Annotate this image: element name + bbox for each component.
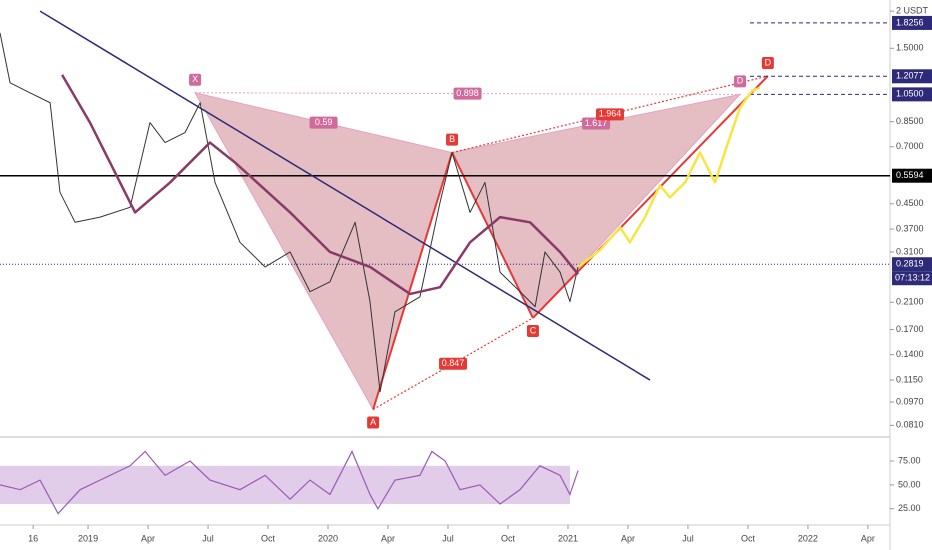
y-tick-label: 0.8500: [896, 116, 924, 126]
y-tick-label: 0.0970: [896, 396, 924, 406]
y-tick-label: 0.1400: [896, 349, 924, 359]
x-tick-label: Apr: [861, 533, 875, 543]
series-line: [0, 32, 579, 393]
point-label: B: [449, 134, 455, 144]
x-tick-label: Oct: [501, 533, 516, 543]
y-tick-label: 0.0810: [896, 420, 924, 430]
y-tick-label: 0.1150: [896, 374, 923, 384]
ratio-label: 0.898: [456, 88, 479, 98]
level-box: [892, 15, 932, 30]
y-tick-label: 2 USDT: [896, 6, 929, 16]
x-tick-label: 2022: [798, 533, 818, 543]
point-label: C: [530, 325, 537, 335]
point-box: [526, 324, 539, 337]
level-box: [892, 257, 932, 272]
level-label: 1.8256: [896, 17, 924, 27]
point-box: [189, 73, 202, 86]
level-box: [892, 69, 932, 84]
x-tick-label: Apr: [381, 533, 395, 543]
ratio-label: 0.847: [442, 358, 465, 368]
countdown-box: [892, 271, 932, 286]
y-tick-label: 0.7000: [896, 141, 924, 151]
x-tick-label: Apr: [621, 533, 635, 543]
rsi-line: [0, 450, 579, 515]
trendline: [39, 10, 651, 381]
x-tick-label: Jul: [442, 533, 454, 543]
level-box: [892, 87, 932, 102]
ratio-box: [439, 357, 468, 370]
series-line: [61, 74, 580, 296]
x-tick-label: 2021: [558, 533, 578, 543]
level-label: 1.0500: [896, 89, 924, 99]
x-tick-label: Jul: [202, 533, 214, 543]
y-tick-label: 0.1700: [896, 324, 924, 334]
x-tick-label: Apr: [141, 533, 155, 543]
point-label: D: [765, 57, 772, 67]
ratio-box: [309, 116, 338, 129]
ratio-box: [595, 108, 624, 121]
leg-bc: [451, 152, 534, 319]
point-label: X: [192, 74, 198, 84]
level-box: [892, 168, 932, 183]
x-tick-label: 2019: [78, 533, 98, 543]
y-tick-label: 1.5000: [896, 43, 924, 53]
x-tick-label: 16: [28, 533, 38, 543]
x-tick-label: Jul: [682, 533, 694, 543]
level-label: 1.2077: [896, 71, 924, 81]
point-label: A: [370, 417, 376, 427]
ratio-label: 0.59: [315, 117, 333, 127]
countdown: 07:13:12: [895, 273, 930, 283]
ratio-box: [453, 87, 482, 100]
series-line: [577, 86, 761, 268]
y-tick-label: 0.2100: [896, 297, 924, 307]
point-box: [446, 133, 459, 146]
rsi-tick-label: 50.00: [898, 479, 921, 489]
y-tick-label: 0.3100: [896, 246, 924, 256]
y-tick-label: 0.3700: [896, 223, 924, 233]
level-label: 0.5594: [896, 170, 924, 180]
x-tick-label: Oct: [261, 533, 276, 543]
y-tick-label: 0.4500: [896, 198, 924, 208]
ratio-label: 1.617: [585, 118, 608, 128]
x-tick-label: 2020: [318, 533, 338, 543]
rsi-tick-label: 75.00: [898, 455, 921, 465]
leg-cd: [532, 75, 769, 319]
x-tick-label: Oct: [741, 533, 756, 543]
point-box: [761, 57, 774, 70]
point-label: D: [737, 76, 744, 86]
point-box: [367, 416, 380, 429]
level-label: 0.2819: [896, 259, 924, 269]
ratio-label: 1.964: [599, 109, 622, 119]
leg-ab: [372, 152, 454, 410]
ratio-box: [582, 117, 611, 130]
rsi-tick-label: 25.00: [898, 503, 921, 513]
rsi-band: [0, 465, 570, 504]
point-box: [734, 75, 747, 88]
